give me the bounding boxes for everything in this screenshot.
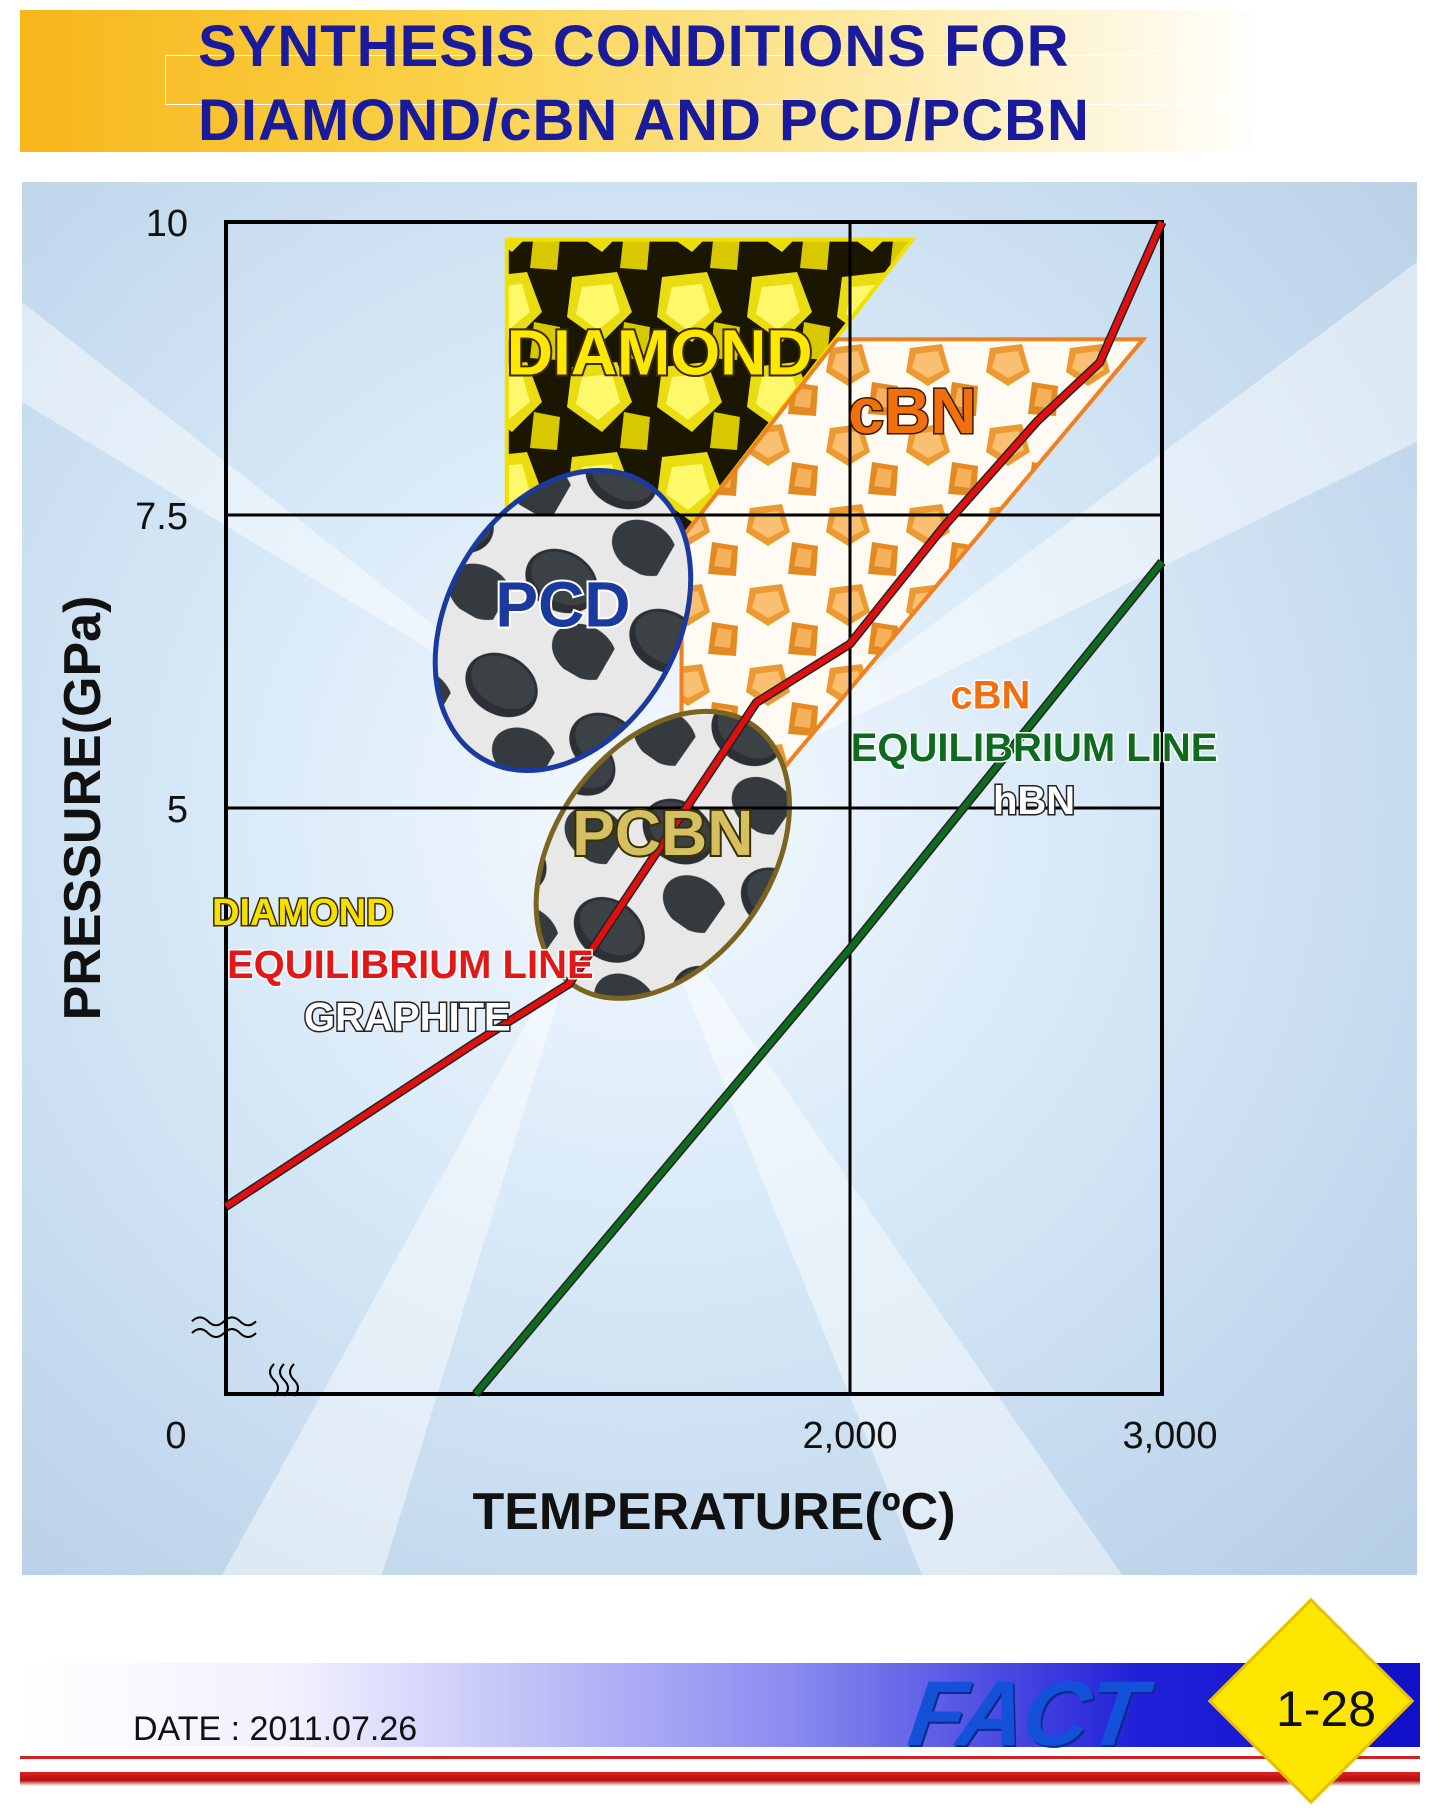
footer-date: DATE : 2011.07.26 [133,1710,418,1748]
title-banner [20,10,1260,152]
y-axis-title: PRESSURE(GPa) [54,596,112,1021]
x-tick-label-1: 2,000 [802,1415,897,1457]
pcd-region [432,467,694,774]
y-axis-break-icon [191,1316,257,1339]
diamond-eq-label-bottom: GRAPHITE [304,996,511,1040]
cbn-eq-label-middle: EQUILIBRIUM LINE [851,726,1218,770]
pcbn-region-label: PCBN [572,797,753,869]
x-axis-break-icon [269,1363,299,1397]
x-axis-title: TEMPERATURE(ºC) [472,1483,955,1541]
cbn-eq-label-top: cBN [950,673,1030,717]
diamond-eq-label-middle: EQUILIBRIUM LINE [227,943,594,987]
chart-panel: 10 7.5 5 0 2,000 3,000 TEMPERATURE(ºC) PRESSURE… [22,182,1417,1575]
plot-frame [224,220,1164,1396]
footer-divider-thin [20,1756,1420,1759]
cbn-eq-label-bottom: hBN [993,779,1075,823]
page-number: 1-28 [1275,1681,1377,1737]
y-tick-label-1: 7.5 [135,496,188,538]
pcd-region-label: PCD [495,568,630,640]
diamond-region-label: DIAMOND [507,316,813,388]
footer-band [20,1663,1420,1747]
cbn-region-label: cBN [848,375,976,447]
title-frame [165,55,1267,105]
diamond_line [224,220,1165,1209]
y-tick-label-0: 10 [146,203,188,245]
cbn_line [473,559,1165,1396]
x-tick-label-2: 3,000 [1122,1415,1217,1457]
diamond-eq-label-top: DIAMOND [212,892,394,934]
fact-logo: FACT [902,1663,1150,1765]
y-tick-label-2: 5 [167,789,188,831]
slide-title: SYNTHESIS CONDITIONS FOR DIAMOND/cBN AND… [198,14,1090,153]
footer-divider-thick [20,1772,1420,1786]
x-tick-label-0: 0 [165,1415,186,1457]
phase-diagram-chart: 10 7.5 5 0 2,000 3,000 TEMPERATURE(ºC) PRESSURE… [22,182,1417,1575]
